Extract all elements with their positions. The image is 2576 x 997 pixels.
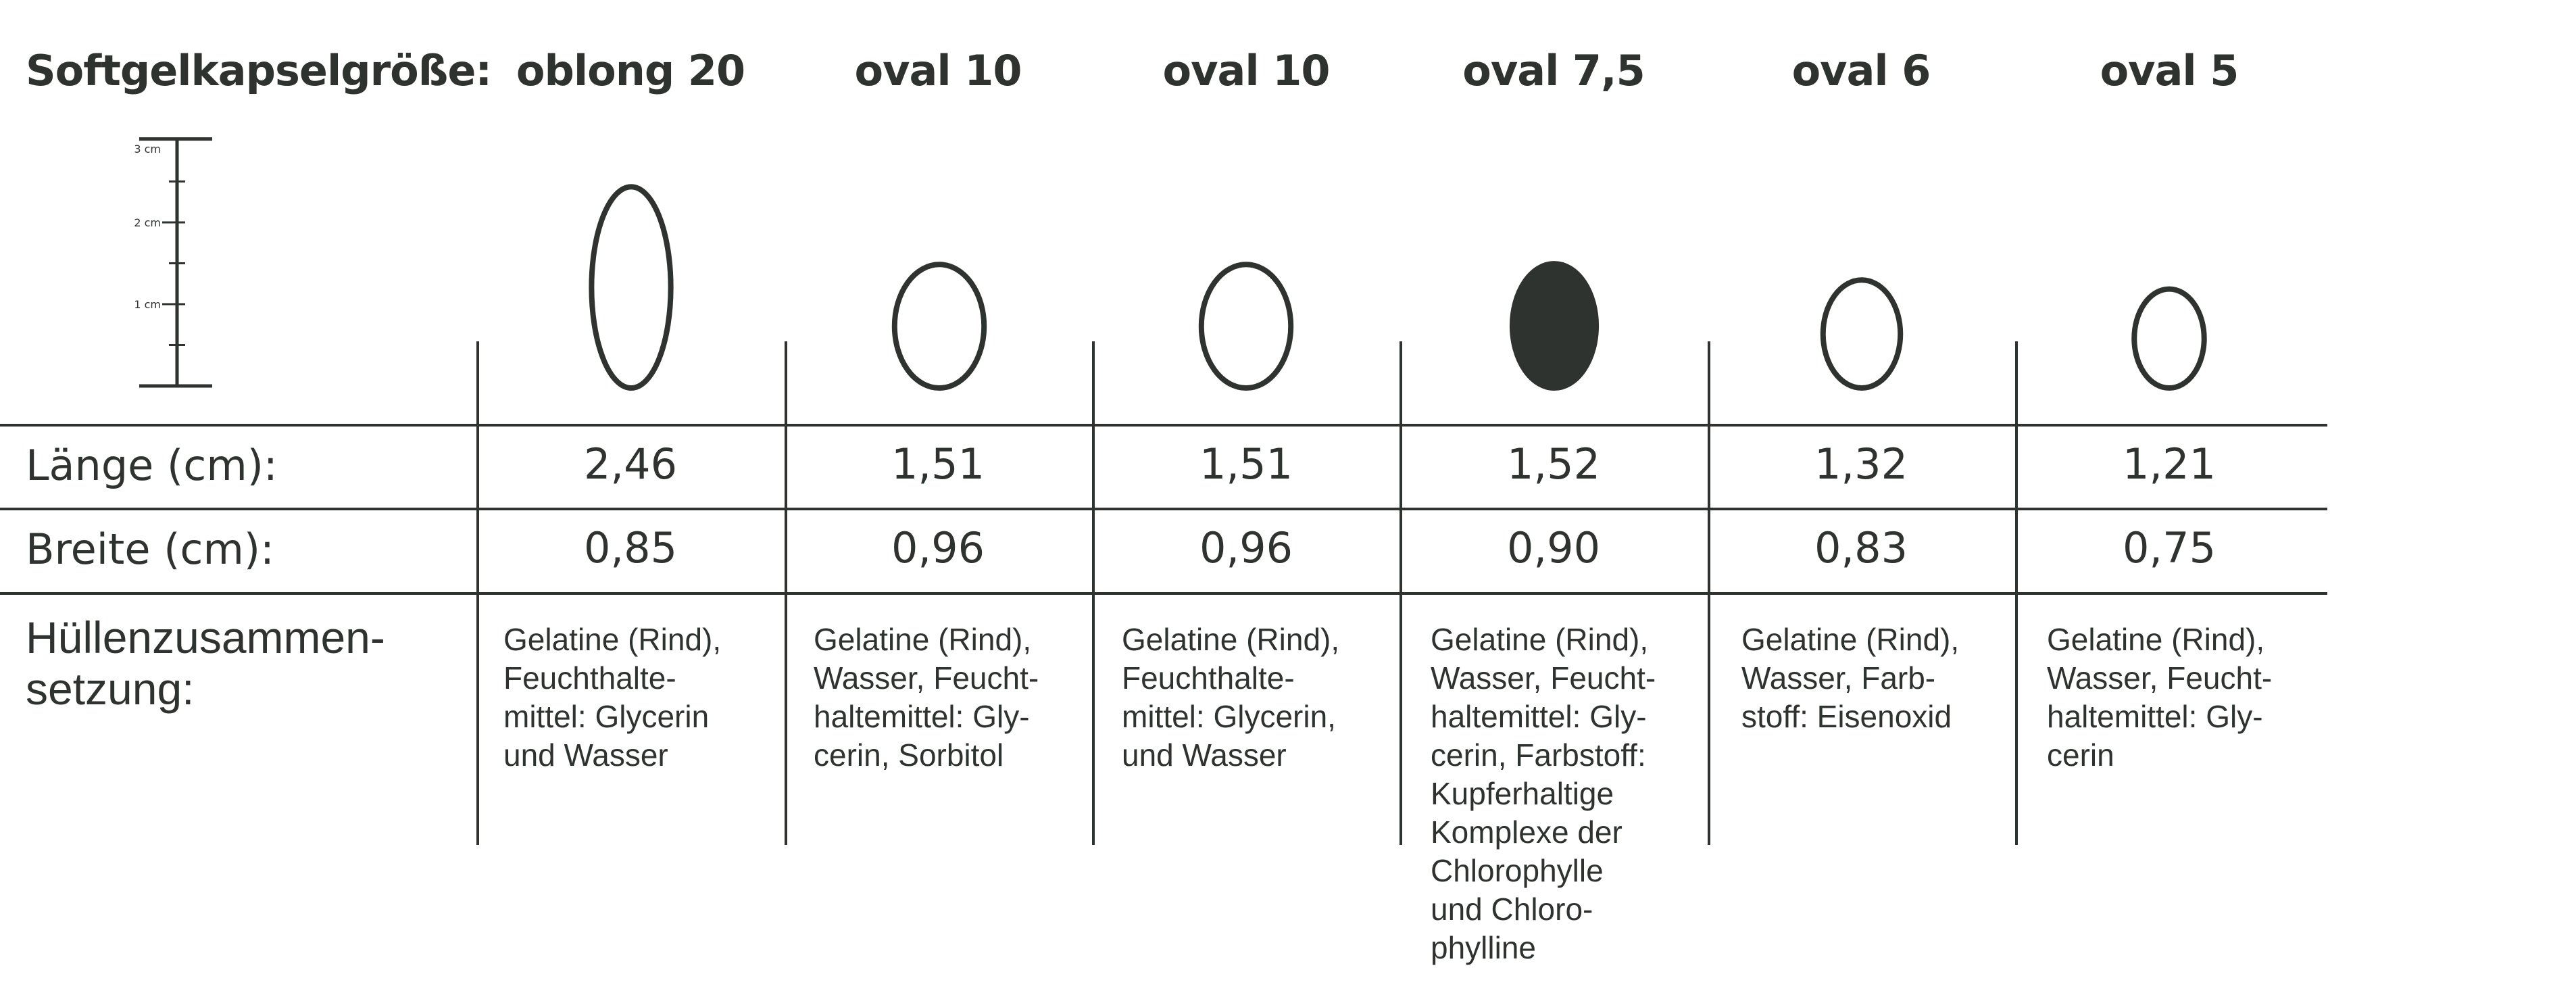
length-value-oval-10-b: 1,51 (1199, 439, 1293, 489)
column-header-oval-7-5: oval 7,5 (1462, 46, 1645, 95)
composition-oval-10-a: Gelatine (Rind), Wasser, Feucht- haltemi… (814, 622, 1039, 773)
row-label-width: Breite (cm): (26, 525, 274, 574)
table-title: Softgelkapselgröße: (26, 46, 492, 95)
width-value-oblong-20: 0,85 (583, 523, 678, 573)
scale-tick-label: 3 cm (134, 143, 161, 155)
column-header-oval-10-a: oval 10 (854, 46, 1022, 95)
length-value-oval-6: 1,32 (1814, 439, 1908, 489)
capsule-shape (1509, 261, 1600, 391)
composition-oval-7-5: Gelatine (Rind), Wasser, Feucht- haltemi… (1431, 622, 1656, 966)
row-label-shell-composition: Hüllenzusammen- setzung: (26, 612, 385, 714)
composition-oval-6: Gelatine (Rind), Wasser, Farb- stoff: Ei… (1741, 622, 1960, 735)
table-grid (0, 341, 2327, 845)
width-value-oval-10-a: 0,96 (891, 523, 985, 573)
width-value-oval-5: 0,75 (2122, 523, 2216, 573)
composition-oval-5: Gelatine (Rind), Wasser, Feucht- haltemi… (2047, 622, 2273, 773)
capsule-shape (1198, 262, 1294, 391)
composition-oval-10-b: Gelatine (Rind), Feuchthalte- mittel: Gl… (1122, 622, 1340, 773)
row-label-length: Länge (cm): (26, 441, 278, 490)
length-value-oblong-20: 2,46 (583, 439, 678, 489)
width-value-oval-6: 0,83 (1814, 523, 1908, 573)
capsule-shape (2131, 286, 2207, 391)
scale-tick-label: 1 cm (134, 298, 161, 311)
column-header-oval-5: oval 5 (2100, 46, 2239, 95)
scale-bar: 3 cm 2 cm 1 cm (134, 137, 212, 388)
column-header-oval-6: oval 6 (1791, 46, 1931, 95)
scale-tick-label: 2 cm (134, 216, 161, 229)
capsule-shape (891, 262, 987, 391)
width-value-oval-10-b: 0,96 (1199, 523, 1293, 573)
width-value-oval-7-5: 0,90 (1506, 523, 1601, 573)
capsule-shape (589, 184, 674, 391)
length-value-oval-10-a: 1,51 (891, 439, 985, 489)
column-header-oval-10-b: oval 10 (1162, 46, 1331, 95)
capsule-shape (1820, 277, 1904, 391)
capsule-shapes (589, 184, 2207, 391)
column-header-oblong-20: oblong 20 (516, 46, 745, 95)
length-value-oval-5: 1,21 (2122, 439, 2216, 489)
length-value-oval-7-5: 1,52 (1506, 439, 1601, 489)
composition-oblong-20: Gelatine (Rind), Feuchthalte- mittel: Gl… (503, 622, 722, 773)
